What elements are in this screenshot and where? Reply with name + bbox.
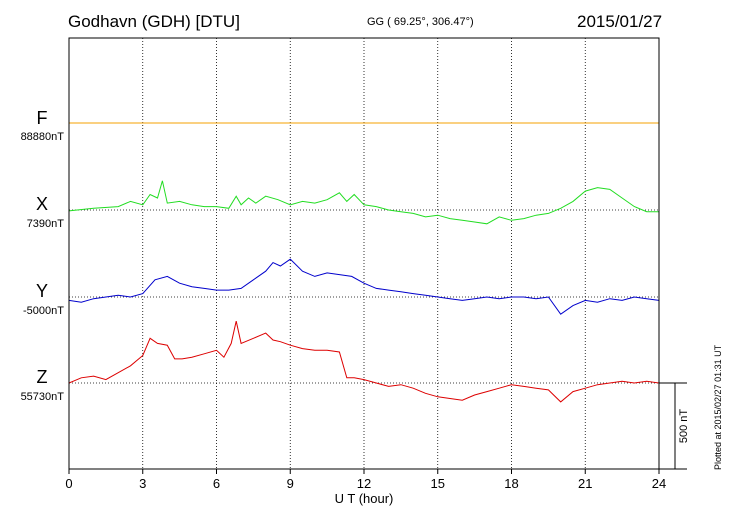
scale-bar: 500 nT bbox=[659, 382, 690, 470]
series-line-z bbox=[68, 320, 660, 403]
x-axis-ticks: 0 3 6 9 12 15 18 21 24 bbox=[65, 469, 666, 491]
series-line-y bbox=[68, 258, 660, 315]
x-tick-label-24: 24 bbox=[652, 476, 666, 491]
series-label-f: F bbox=[36, 108, 48, 128]
series-baseline-y: -5000nT bbox=[23, 305, 64, 317]
series-label-x: X bbox=[35, 194, 48, 214]
x-tick-label-6: 6 bbox=[213, 476, 220, 491]
scale-bar-label: 500 nT bbox=[678, 409, 690, 444]
x-axis-label: U T (hour) bbox=[335, 491, 394, 506]
x-tick-label-21: 21 bbox=[578, 476, 592, 491]
x-tick-label-15: 15 bbox=[431, 476, 445, 491]
x-tick-label-9: 9 bbox=[287, 476, 294, 491]
station-title: Godhavn (GDH) [DTU] bbox=[68, 12, 240, 31]
series-baseline-f: 88880nT bbox=[20, 131, 64, 143]
series-baseline-x: 7390nT bbox=[26, 218, 64, 230]
station-coordinates: GG ( 69.25°, 306.47°) bbox=[367, 16, 474, 28]
x-tick-label-18: 18 bbox=[504, 476, 518, 491]
plot-date: 2015/01/27 bbox=[577, 12, 663, 31]
x-tick-label-0: 0 bbox=[65, 476, 72, 491]
series-label-z: Z bbox=[36, 367, 48, 387]
series-traces bbox=[68, 122, 660, 403]
series-baseline-z: 55730nT bbox=[20, 391, 64, 403]
x-tick-label-12: 12 bbox=[357, 476, 371, 491]
series-label-y: Y bbox=[35, 281, 48, 301]
series-line-x bbox=[68, 180, 659, 225]
grid-lines bbox=[142, 38, 586, 469]
x-tick-label-3: 3 bbox=[139, 476, 146, 491]
